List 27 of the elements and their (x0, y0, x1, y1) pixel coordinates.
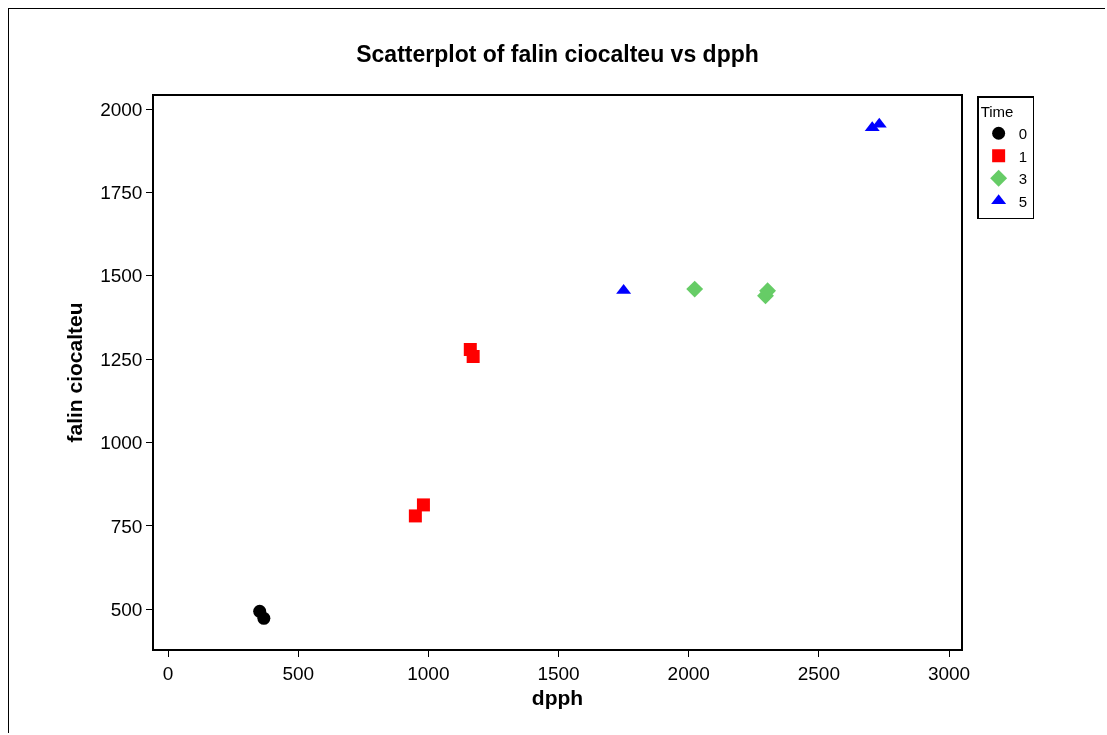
legend-label: 1 (1018, 147, 1027, 165)
y-tick-label: 500 (110, 598, 143, 620)
x-tick-label: 1000 (407, 662, 450, 684)
y-tick-label: 1000 (100, 432, 143, 454)
y-tick-label: 2000 (100, 98, 143, 120)
legend-title: Time (980, 103, 1014, 120)
y-axis-title: falin ciocalteu (62, 302, 86, 443)
chart-title: Scatterplot of falin ciocalteu vs dpph (356, 41, 759, 68)
point (686, 280, 704, 298)
x-tick-label: 0 (162, 662, 174, 684)
x-tick-label: 500 (282, 662, 315, 684)
legend-label: 5 (1018, 192, 1027, 210)
point (257, 611, 271, 625)
y-tick-label: 1500 (100, 265, 143, 287)
x-tick-label: 2500 (797, 662, 840, 684)
legend-label: 3 (1018, 170, 1027, 188)
y-tick-label: 1250 (100, 348, 143, 370)
point (408, 509, 422, 523)
point (466, 349, 480, 363)
x-tick-label: 3000 (927, 662, 971, 684)
x-tick-label: 1500 (537, 662, 580, 684)
x-tick-label: 2000 (667, 662, 710, 684)
legend-label: 0 (1018, 125, 1027, 143)
y-tick-label: 750 (110, 515, 143, 537)
x-axis-title: dpph (531, 686, 584, 710)
y-tick-label: 1750 (100, 182, 143, 204)
point (416, 498, 430, 512)
